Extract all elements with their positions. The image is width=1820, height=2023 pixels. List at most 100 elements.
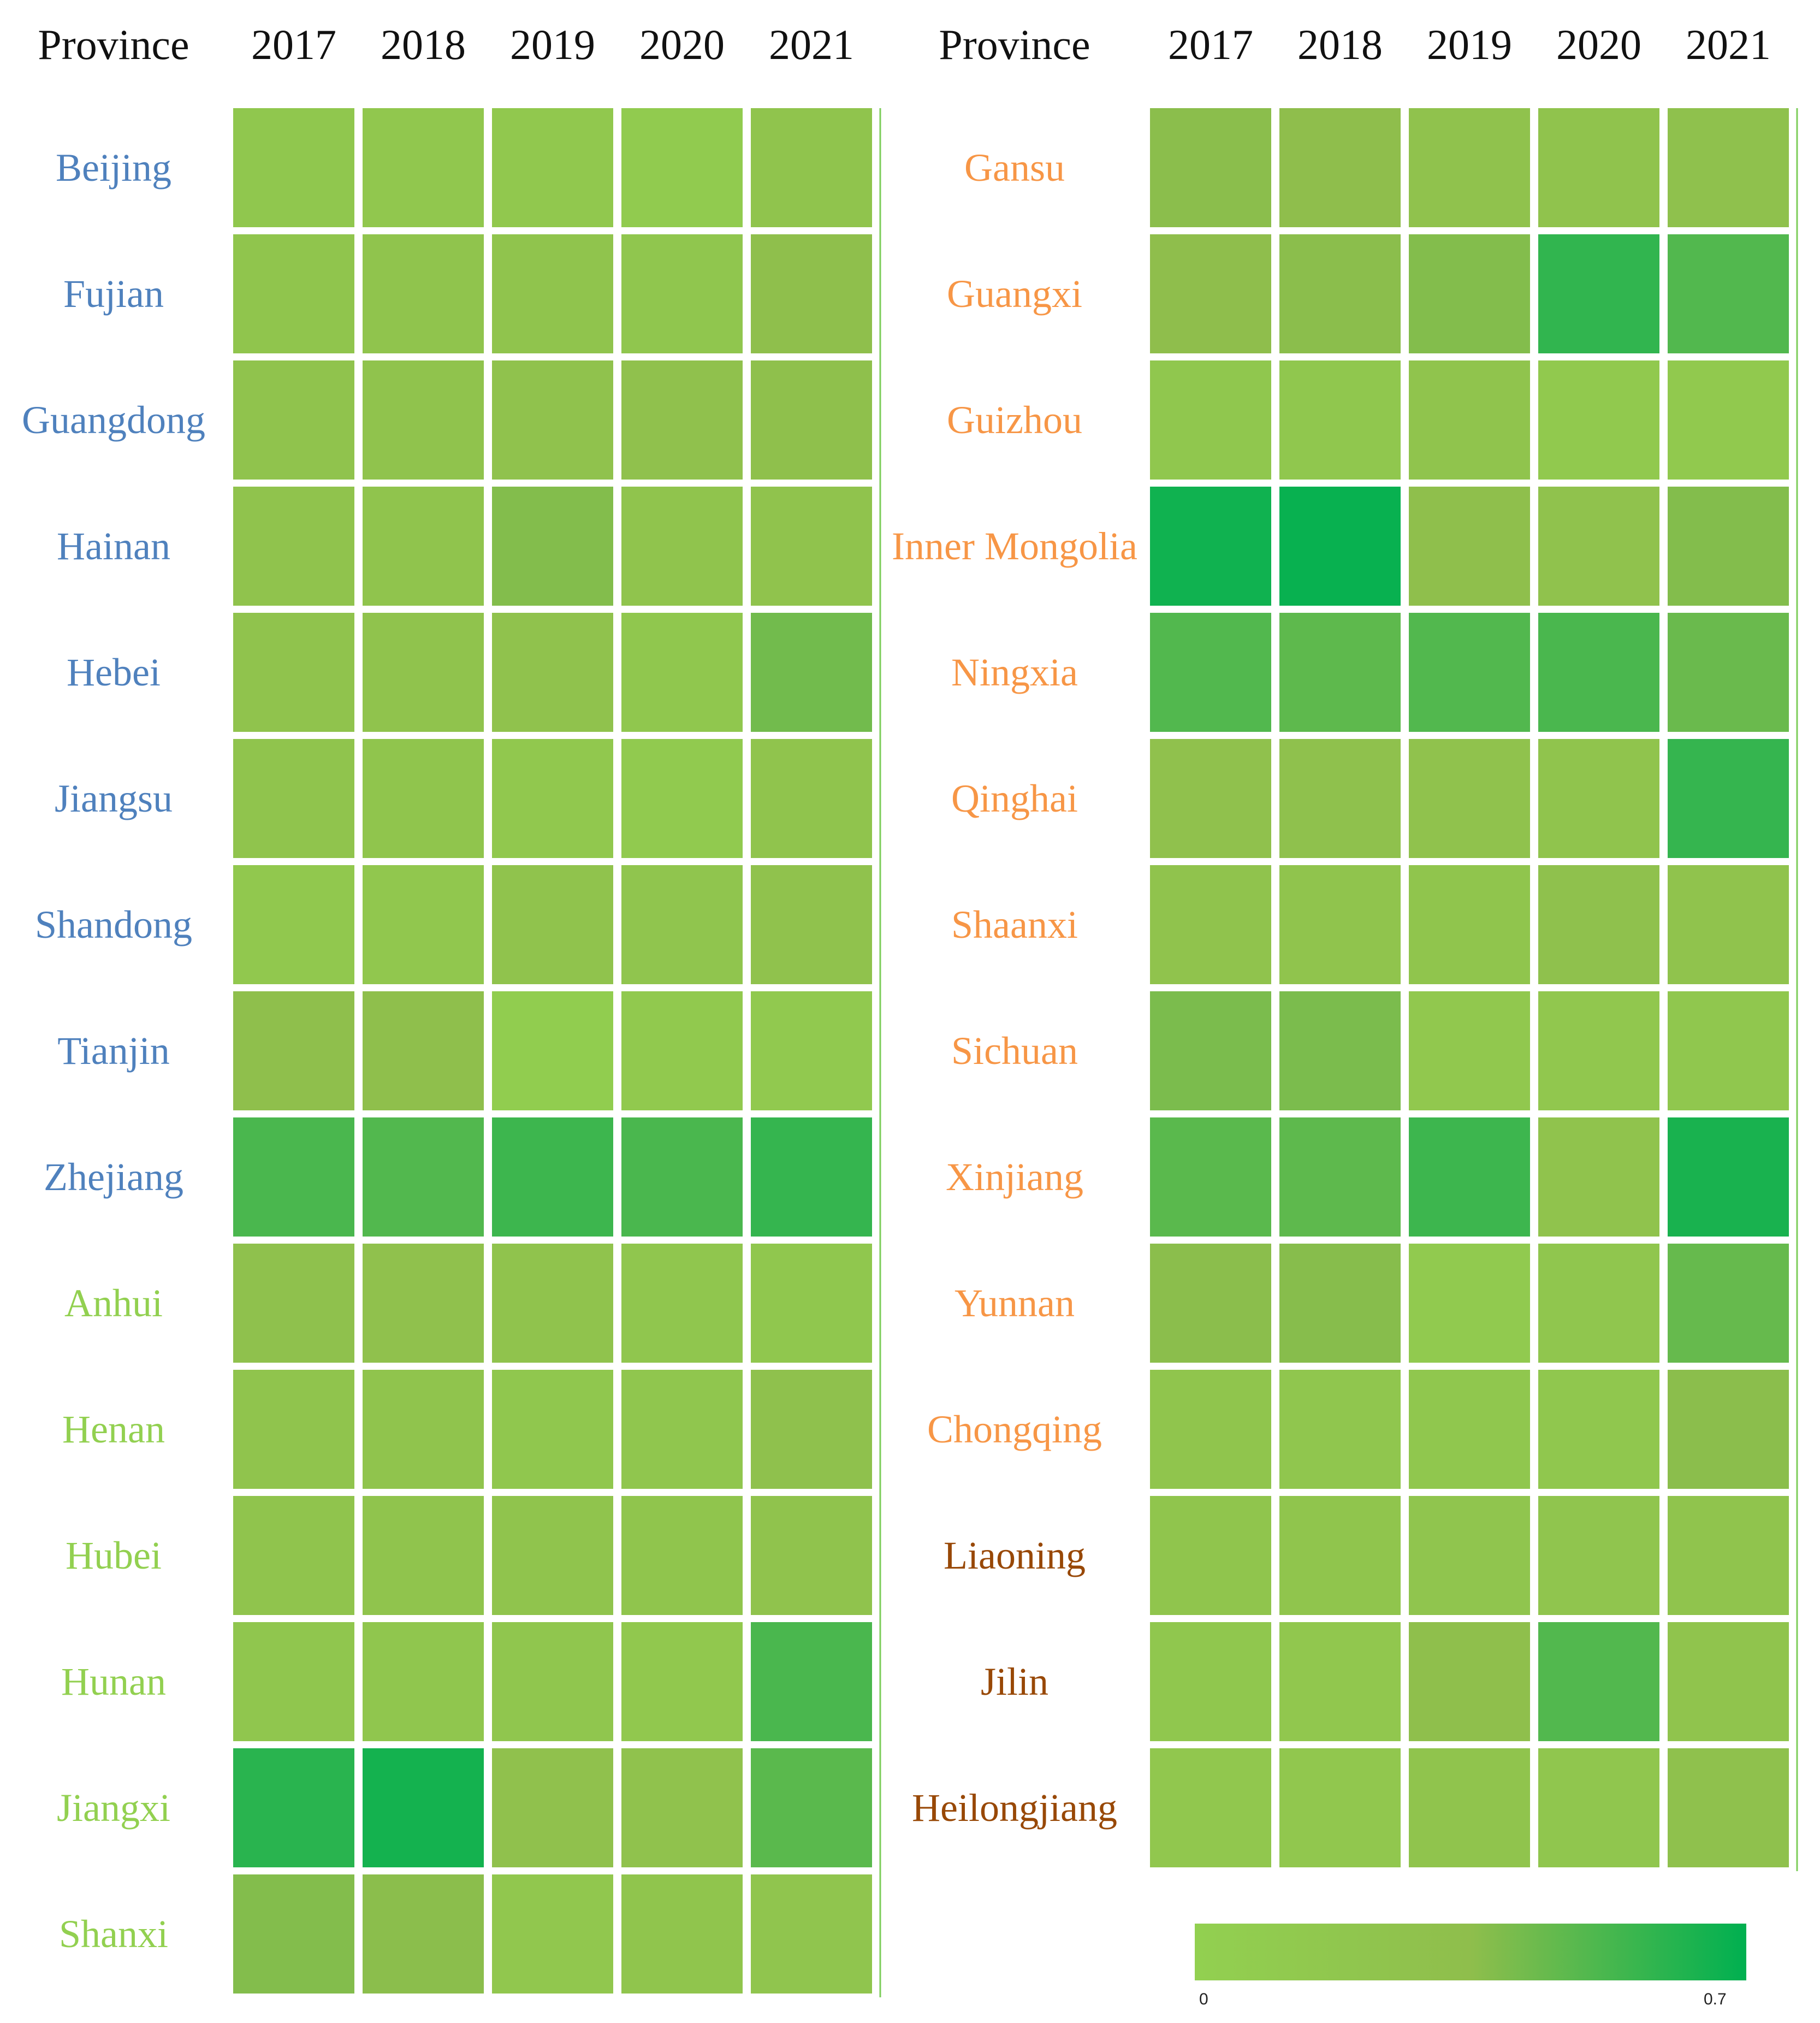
heatmap-cell-gansu-2018	[1279, 108, 1401, 227]
province-label-ningxia: Ningxia	[951, 650, 1078, 694]
heatmap-cell-jilin-2018	[1279, 1622, 1401, 1741]
heatmap-cell-jiangxi-2020	[621, 1748, 743, 1867]
header-year-2018-panel-1: 2018	[381, 21, 466, 68]
heatmap-cell-henan-2018	[363, 1370, 484, 1489]
province-label-jilin: Jilin	[981, 1660, 1048, 1703]
header-layer: Province 2017 2018 2019 2020 2021 Province 2017…	[38, 21, 1798, 1997]
heatmap-cell-sichuan-2020	[1538, 991, 1659, 1110]
heatmap-cell-shandong-2020	[621, 865, 743, 984]
heatmap-cell-gansu-2017	[1150, 108, 1271, 227]
heatmap-cell-qinghai-2017	[1150, 739, 1271, 858]
heatmap-cell-hubei-2018	[363, 1496, 484, 1615]
heatmap-cell-guizhou-2019	[1409, 360, 1530, 480]
province-label-guangxi: Guangxi	[947, 272, 1082, 316]
heatmap-cell-henan-2021	[751, 1370, 872, 1489]
colorbar	[1195, 1924, 1746, 1980]
heatmap-cell-shaanxi-2018	[1279, 865, 1401, 984]
heatmap-cell-hebei-2020	[621, 613, 743, 732]
province-label-jiangxi: Jiangxi	[57, 1786, 170, 1830]
heatmap-cell-yunnan-2020	[1538, 1244, 1659, 1363]
heatmap-cell-hainan-2017	[233, 487, 354, 606]
heatmap-cell-guangdong-2021	[751, 360, 872, 480]
province-label-zhejiang: Zhejiang	[44, 1155, 183, 1199]
heatmap-cell-ningxia-2020	[1538, 613, 1659, 732]
heatmap-cell-tianjin-2020	[621, 991, 743, 1110]
colorbar-max-label: 0.7	[1704, 1990, 1727, 2008]
heatmap-cell-chongqing-2021	[1668, 1370, 1789, 1489]
province-label-xinjiang: Xinjiang	[946, 1155, 1083, 1199]
heatmap-cell-shaanxi-2020	[1538, 865, 1659, 984]
heatmap-cell-guangxi-2018	[1279, 234, 1401, 353]
heatmap-cell-guizhou-2018	[1279, 360, 1401, 480]
heatmap-cell-shandong-2019	[492, 865, 613, 984]
heatmap-cell-gansu-2020	[1538, 108, 1659, 227]
heatmap-cell-jiangxi-2017	[233, 1748, 354, 1867]
heatmap-cell-jilin-2019	[1409, 1622, 1530, 1741]
heatmap-cell-xinjiang-2020	[1538, 1117, 1659, 1237]
province-label-qinghai: Qinghai	[951, 777, 1078, 820]
province-label-hainan: Hainan	[57, 524, 170, 568]
heatmap-cell-jiangsu-2018	[363, 739, 484, 858]
heatmap-cell-fujian-2020	[621, 234, 743, 353]
heatmap-cell-qinghai-2021	[1668, 739, 1789, 858]
province-label-guangdong: Guangdong	[22, 398, 205, 442]
heatmap-cell-jiangsu-2017	[233, 739, 354, 858]
province-label-shanxi: Shanxi	[59, 1912, 168, 1956]
heatmap-cell-shanxi-2017	[233, 1874, 354, 1994]
heatmap-cell-fujian-2019	[492, 234, 613, 353]
heatmap-cell-hunan-2018	[363, 1622, 484, 1741]
province-label-liaoning: Liaoning	[944, 1534, 1086, 1577]
heatmap-cell-zhejiang-2017	[233, 1117, 354, 1237]
heatmap-cell-zhejiang-2020	[621, 1117, 743, 1237]
heatmap-cell-tianjin-2019	[492, 991, 613, 1110]
heatmap-cell-hainan-2018	[363, 487, 484, 606]
heatmap-cell-qinghai-2020	[1538, 739, 1659, 858]
header-year-2017-panel-2: 2017	[1168, 21, 1253, 68]
heatmap-cell-jilin-2017	[1150, 1622, 1271, 1741]
heatmap-cell-ningxia-2018	[1279, 613, 1401, 732]
heatmap-cell-beijing-2021	[751, 108, 872, 227]
province-label-anhui: Anhui	[64, 1281, 163, 1325]
heatmap-cell-chongqing-2019	[1409, 1370, 1530, 1489]
heatmap-cell-shanxi-2020	[621, 1874, 743, 1994]
heatmap-cell-ningxia-2017	[1150, 613, 1271, 732]
province-label-layer: Beijing Fujian Guangdong Hainan Hebei Jiangsu…	[22, 146, 1137, 1956]
heatmap-cell-guangxi-2021	[1668, 234, 1789, 353]
heatmap-cell-guangdong-2017	[233, 360, 354, 480]
heatmap-cell-henan-2019	[492, 1370, 613, 1489]
heatmap-cell-anhui-2020	[621, 1244, 743, 1363]
heatmap-cell-shaanxi-2019	[1409, 865, 1530, 984]
heatmap-cell-anhui-2017	[233, 1244, 354, 1363]
heatmap-cell-zhejiang-2018	[363, 1117, 484, 1237]
heatmap-cell-shaanxi-2017	[1150, 865, 1271, 984]
province-label-sichuan: Sichuan	[951, 1029, 1078, 1073]
heatmap-cell-henan-2020	[621, 1370, 743, 1489]
province-label-tianjin: Tianjin	[57, 1029, 169, 1073]
heatmap-cell-shandong-2018	[363, 865, 484, 984]
heatmap-cell-inner-mongolia-2018	[1279, 487, 1401, 606]
province-label-inner-mongolia: Inner Mongolia	[892, 524, 1137, 568]
heatmap-cell-liaoning-2018	[1279, 1496, 1401, 1615]
province-label-yunnan: Yunnan	[955, 1281, 1075, 1325]
header-year-2019-panel-2: 2019	[1427, 21, 1512, 68]
heatmap-cell-inner-mongolia-2019	[1409, 487, 1530, 606]
heatmap-cell-beijing-2020	[621, 108, 743, 227]
heatmap-cell-yunnan-2017	[1150, 1244, 1271, 1363]
province-label-guizhou: Guizhou	[947, 398, 1082, 442]
heatmap-cell-jiangxi-2018	[363, 1748, 484, 1867]
header-year-2021-panel-1: 2021	[769, 21, 854, 68]
heatmap-cell-heilongjiang-2019	[1409, 1748, 1530, 1867]
header-year-2021-panel-2: 2021	[1686, 21, 1771, 68]
heatmap-cell-chongqing-2018	[1279, 1370, 1401, 1489]
province-label-shaanxi: Shaanxi	[951, 903, 1078, 947]
heatmap-cell-fujian-2018	[363, 234, 484, 353]
cell-layer	[233, 108, 1789, 1994]
heatmap-cell-jiangsu-2020	[621, 739, 743, 858]
heatmap-cell-hubei-2019	[492, 1496, 613, 1615]
heatmap-cell-xinjiang-2018	[1279, 1117, 1401, 1237]
heatmap-cell-jiangxi-2021	[751, 1748, 872, 1867]
heatmap-cell-guangxi-2017	[1150, 234, 1271, 353]
heatmap-cell-heilongjiang-2018	[1279, 1748, 1401, 1867]
heatmap-cell-liaoning-2017	[1150, 1496, 1271, 1615]
